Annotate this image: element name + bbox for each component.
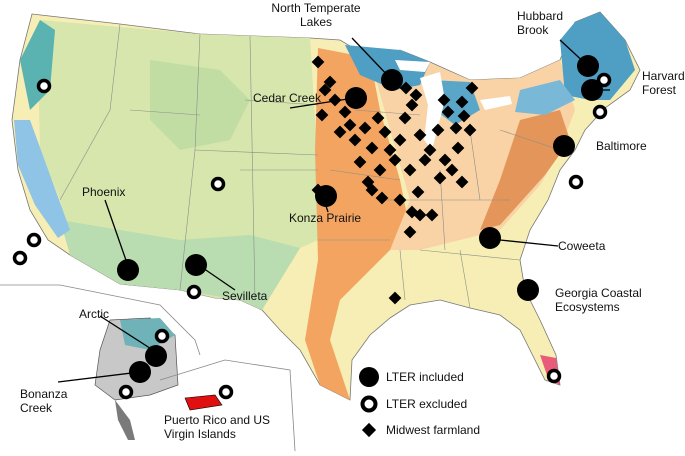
- lter-excluded: [36, 78, 52, 94]
- lter-included: [345, 87, 367, 109]
- farmland-marker: [393, 133, 407, 147]
- lter-excluded: [12, 250, 28, 266]
- farmland-marker: [371, 111, 385, 125]
- lter-excluded: [186, 284, 202, 300]
- site-label: North Temperate Lakes: [271, 1, 360, 29]
- lter-excluded: [218, 384, 234, 400]
- lter-included: [577, 55, 599, 77]
- lter-excluded: [118, 384, 134, 400]
- farmland-marker: [455, 95, 469, 109]
- farmland-marker: [457, 109, 471, 123]
- farmland-marker: [365, 183, 379, 197]
- farmland-marker: [463, 123, 477, 137]
- farmland-marker: [398, 111, 412, 125]
- lter-included: [315, 185, 337, 207]
- lter-excluded: [596, 72, 612, 88]
- lter-excluded: [568, 174, 584, 190]
- lter-included: [117, 259, 139, 281]
- farmland-marker: [405, 98, 419, 112]
- legend-label: LTER included: [386, 370, 464, 384]
- farmland-marker: [358, 121, 372, 135]
- puerto-rico: [184, 394, 223, 411]
- farmland-marker: [455, 175, 469, 189]
- site-label: Bonanza Creek: [20, 387, 68, 415]
- farmland-marker: [343, 118, 357, 132]
- legend-farmland-icon: [361, 422, 377, 438]
- lter-excluded: [154, 328, 170, 344]
- lter-included: [381, 69, 403, 91]
- farmland-marker: [315, 108, 329, 122]
- farmland-marker: [311, 55, 325, 69]
- inset-border: [159, 359, 296, 452]
- site-label: Cedar Creek: [253, 91, 322, 105]
- inset-border: [0, 284, 201, 356]
- farmland-marker: [373, 163, 387, 177]
- farmland-marker: [413, 208, 427, 222]
- farmland-marker: [431, 123, 445, 137]
- farmland-marker: [393, 193, 407, 207]
- lter-included: [479, 227, 501, 249]
- site-label: Puerto Rico and US Virgin Islands: [164, 413, 270, 441]
- site-label: Baltimore: [596, 139, 647, 153]
- farmland-marker: [451, 141, 465, 155]
- farmland-marker: [323, 75, 337, 89]
- farmland-marker: [353, 155, 367, 169]
- site-label: Phoenix: [82, 185, 125, 199]
- site-label: Arctic: [79, 307, 109, 321]
- lter-excluded: [210, 176, 226, 192]
- farmland-marker: [409, 88, 423, 102]
- us-base: [11, 11, 641, 401]
- legend-label: LTER excluded: [386, 397, 467, 411]
- site-label: Hubbard Brook: [517, 9, 563, 37]
- farmland-marker: [388, 153, 402, 167]
- lter-included: [129, 361, 151, 383]
- farmland-marker: [388, 291, 402, 305]
- farmland-marker: [437, 93, 451, 107]
- farmland-marker: [438, 153, 452, 167]
- markers: [12, 55, 612, 400]
- site-label: Sevilleta: [222, 289, 268, 303]
- legend-label: Midwest farmland: [386, 423, 480, 437]
- farmland-marker: [399, 81, 413, 95]
- farmland-marker: [449, 121, 463, 135]
- farmland-marker: [411, 185, 425, 199]
- farmland-marker: [403, 163, 417, 177]
- farmland-marker: [328, 93, 342, 107]
- alaska-south: [115, 400, 135, 440]
- farmland-marker: [441, 105, 455, 119]
- farmland-marker: [365, 141, 379, 155]
- lter-excluded: [592, 104, 608, 120]
- farmland-marker: [423, 143, 437, 157]
- lter-included: [553, 135, 575, 157]
- farmland-marker: [465, 81, 479, 95]
- lter-included: [185, 254, 207, 276]
- farmland-marker: [348, 133, 362, 147]
- farmland-marker: [378, 125, 392, 139]
- farmland-marker: [333, 125, 347, 139]
- farmland-marker: [445, 163, 459, 177]
- farmland-marker: [403, 225, 417, 239]
- farmland-marker: [418, 153, 432, 167]
- farmland-marker: [413, 128, 427, 142]
- farmland-marker: [433, 171, 447, 185]
- legend: LTER included LTER excluded Midwest farm…: [359, 367, 480, 438]
- farmland-marker: [338, 105, 352, 119]
- site-label: Konza Prairie: [289, 211, 361, 225]
- site-label: Harvard Forest: [642, 69, 685, 97]
- lter-excluded: [546, 368, 562, 384]
- farmland-marker: [425, 208, 439, 222]
- lter-included: [517, 279, 539, 301]
- lter-excluded: [26, 232, 42, 248]
- site-label: Coweeta: [558, 239, 606, 253]
- farmland-marker: [375, 191, 389, 205]
- legend-included-icon: [359, 367, 379, 387]
- site-label: Georgia Coastal Ecosystems: [555, 286, 642, 314]
- lter-included: [145, 345, 167, 367]
- farmland-marker: [383, 143, 397, 157]
- lter-included: [581, 79, 603, 101]
- farmland-marker: [318, 83, 332, 97]
- legend-excluded-icon: [360, 395, 378, 413]
